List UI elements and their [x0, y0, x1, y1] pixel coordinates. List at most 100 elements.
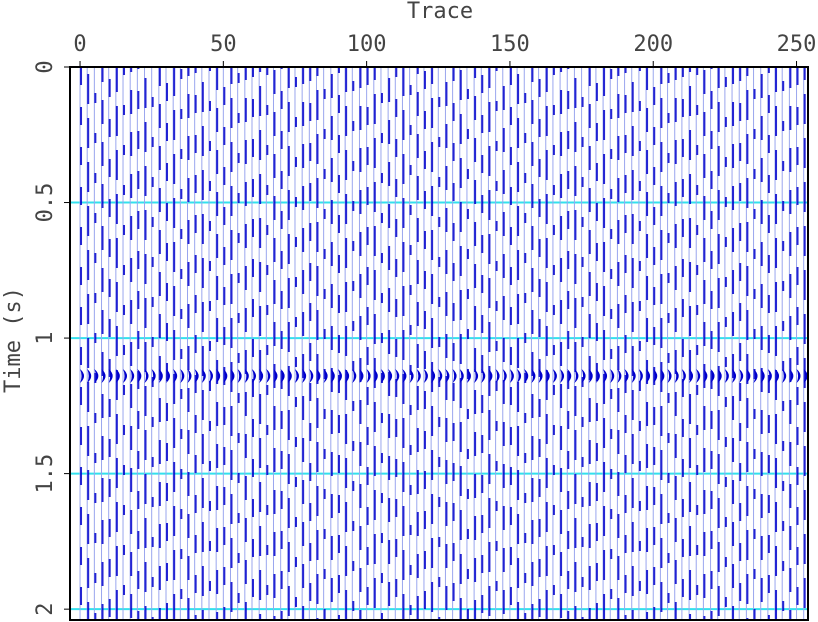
x-tick-label: 100: [347, 32, 387, 57]
event-wavelet: [201, 369, 206, 384]
event-wavelet: [789, 369, 794, 384]
event-wavelet: [431, 369, 436, 384]
event-wavelet: [280, 369, 285, 384]
event-wavelet: [359, 369, 364, 384]
event-wavelet: [438, 369, 443, 384]
event-wavelet: [517, 369, 522, 384]
event-wavelet: [309, 369, 314, 384]
event-wavelet: [674, 369, 679, 384]
event-wavelet: [803, 369, 808, 384]
event-wavelet: [502, 369, 507, 384]
event-wavelet: [753, 369, 758, 384]
event-wavelet: [216, 369, 221, 384]
event-wavelet: [123, 369, 128, 384]
event-wavelet: [560, 369, 565, 384]
event-wavelet: [244, 369, 249, 384]
event-wavelet: [631, 369, 636, 384]
event-wavelet: [80, 369, 85, 384]
event-wavelet: [151, 369, 156, 384]
event-wavelet: [732, 369, 737, 384]
event-wavelet: [703, 369, 708, 384]
event-wavelet: [402, 369, 407, 384]
event-wavelet: [796, 369, 801, 384]
event-wavelet: [388, 369, 393, 384]
event-wavelet: [230, 369, 235, 384]
event-wavelet: [445, 369, 450, 384]
event-wavelet: [567, 369, 572, 384]
event-wavelet: [302, 369, 307, 384]
event-wavelet: [638, 369, 643, 384]
event-wavelet: [452, 369, 457, 384]
event-wavelet: [681, 369, 686, 384]
event-wavelet: [337, 369, 342, 384]
event-wavelet: [115, 369, 120, 384]
event-wavelet: [158, 369, 163, 384]
event-wavelet: [617, 369, 622, 384]
event-wavelet: [287, 369, 292, 384]
event-wavelet: [724, 369, 729, 384]
event-wavelet: [524, 369, 529, 384]
event-wavelet: [466, 369, 471, 384]
event-wavelet: [782, 369, 787, 384]
event-wavelet: [380, 369, 385, 384]
event-wavelet: [330, 369, 335, 384]
event-wavelet: [746, 369, 751, 384]
event-wavelet: [767, 369, 772, 384]
event-wavelet: [689, 369, 694, 384]
event-wavelet: [251, 369, 256, 384]
event-wavelet: [603, 369, 608, 384]
x-tick-label: 200: [633, 32, 673, 57]
event-wavelet: [423, 369, 428, 384]
y-tick-label: 1: [33, 331, 58, 344]
y-axis-label: Time (s): [1, 287, 26, 393]
event-wavelet: [416, 369, 421, 384]
event-wavelet: [223, 369, 228, 384]
event-wavelet: [531, 369, 536, 384]
event-wavelet: [696, 369, 701, 384]
y-tick-label: 0: [33, 60, 58, 73]
event-wavelet: [509, 369, 514, 384]
event-wavelet: [166, 369, 171, 384]
event-wavelet: [87, 369, 92, 384]
event-wavelet: [273, 369, 278, 384]
event-wavelet: [624, 369, 629, 384]
y-tick-label: 0.5: [33, 183, 58, 223]
event-wavelet: [717, 369, 722, 384]
event-wavelet: [373, 369, 378, 384]
event-wavelet: [739, 369, 744, 384]
event-wavelet: [323, 369, 328, 384]
event-wavelet: [366, 369, 371, 384]
event-wavelet: [316, 369, 321, 384]
event-wavelet: [574, 369, 579, 384]
event-wavelet: [108, 369, 113, 384]
x-tick-label: 150: [490, 32, 530, 57]
event-wavelet: [552, 369, 557, 384]
y-tick-label: 1.5: [33, 454, 58, 494]
plot-frame: [69, 66, 809, 621]
event-wavelet: [667, 369, 672, 384]
event-wavelet: [545, 369, 550, 384]
chart-title: Trace: [407, 0, 473, 24]
event-wavelet: [710, 369, 715, 384]
event-wavelet: [345, 369, 350, 384]
event-wavelet: [209, 369, 214, 384]
event-wavelet: [144, 369, 149, 384]
event-wavelet: [194, 369, 199, 384]
event-wavelet: [137, 369, 142, 384]
event-wavelet: [459, 369, 464, 384]
event-wavelet: [488, 369, 493, 384]
event-wavelet: [495, 369, 500, 384]
event-wavelet: [538, 369, 543, 384]
event-wavelet: [259, 369, 264, 384]
event-wavelet: [760, 369, 765, 384]
event-wavelet: [187, 369, 192, 384]
event-wavelet: [610, 369, 615, 384]
event-wavelet: [180, 369, 185, 384]
y-tick-label: 2: [33, 603, 58, 616]
event-wavelet: [266, 369, 271, 384]
x-tick-label: 250: [777, 32, 817, 57]
event-wavelet: [130, 369, 135, 384]
event-wavelet: [653, 369, 658, 384]
event-wavelet: [101, 369, 106, 384]
